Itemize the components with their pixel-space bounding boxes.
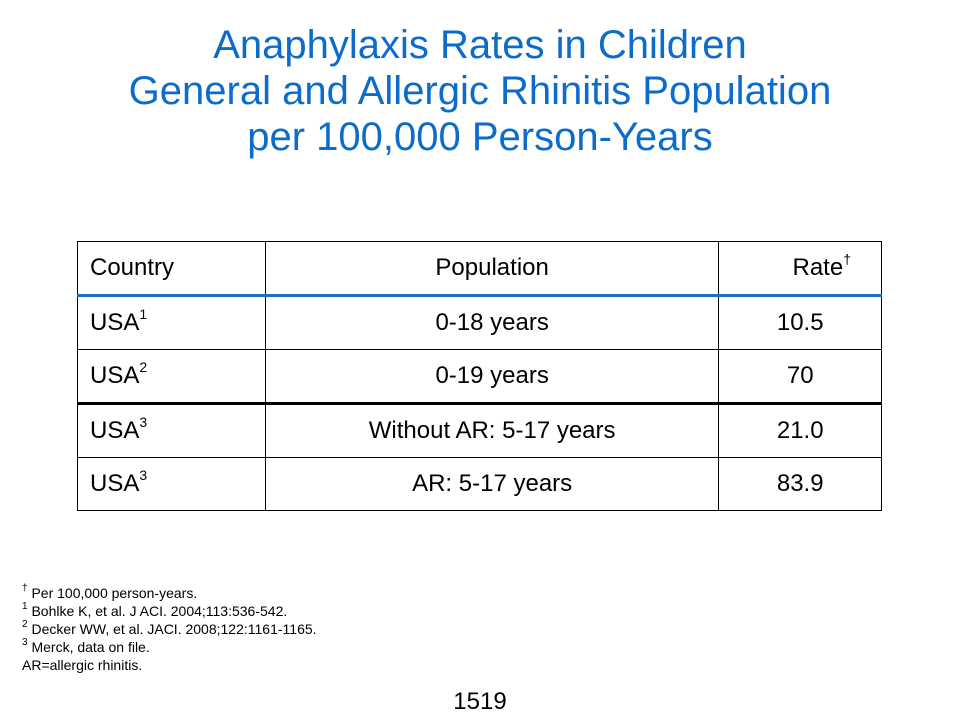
cell-population: AR: 5-17 years [264, 457, 720, 511]
reference-mark: 1 [139, 306, 148, 322]
title-line-3: per 100,000 Person-Years [247, 115, 713, 159]
footnote-text: Decker WW, et al. JACI. 2008;122:1161-11… [27, 621, 317, 637]
reference-mark: 3 [139, 467, 148, 483]
footnote: † Per 100,000 person-years. [22, 584, 317, 602]
slide-title: Anaphylaxis Rates in Children General an… [0, 22, 960, 160]
footnote: 1 Bohlke K, et al. J ACI. 2004;113:536-5… [22, 602, 317, 620]
cell-population: 0-18 years [264, 295, 720, 350]
cell-rate: 83.9 [718, 457, 882, 511]
reference-mark: 3 [139, 414, 148, 430]
table-header-row: Country Population Rate† [77, 241, 882, 297]
table-row: USA2 0-19 years 70 [77, 349, 882, 404]
country-name: USA [90, 417, 140, 444]
title-line-1: Anaphylaxis Rates in Children [213, 23, 747, 67]
footnote-text: Bohlke K, et al. J ACI. 2004;113:536-542… [27, 603, 288, 619]
title-line-2: General and Allergic Rhinitis Population [128, 69, 832, 113]
table-row: USA3 AR: 5-17 years 83.9 [77, 457, 882, 511]
slide-number: 1519 [453, 688, 507, 715]
footnote-text: Merck, data on file. [27, 639, 150, 655]
country-name: USA [90, 362, 140, 389]
cell-country: USA3 [77, 402, 266, 458]
cell-rate: 21.0 [718, 402, 882, 458]
header-population: Population [264, 241, 720, 297]
cell-population: Without AR: 5-17 years [264, 402, 720, 458]
country-name: USA [90, 470, 140, 497]
footnotes: † Per 100,000 person-years. 1 Bohlke K, … [22, 584, 317, 674]
footnote-mark: 1 [22, 601, 28, 613]
anaphylaxis-rates-table: Country Population Rate† USA1 0-18 years… [77, 241, 882, 511]
cell-population: 0-19 years [264, 349, 720, 404]
footnote: 2 Decker WW, et al. JACI. 2008;122:1161-… [22, 620, 317, 638]
header-country: Country [77, 241, 266, 297]
header-rate-label: Rate [792, 254, 844, 281]
footnote: AR=allergic rhinitis. [22, 656, 317, 674]
footnote-mark: 3 [22, 637, 28, 649]
footnote-text: Per 100,000 person-years. [27, 585, 198, 601]
footnote-text: AR=allergic rhinitis. [22, 657, 143, 673]
footnote-mark: † [22, 583, 28, 595]
header-rate: Rate† [718, 241, 882, 297]
cell-country: USA1 [77, 295, 266, 350]
dagger-mark: † [843, 251, 851, 267]
cell-country: USA2 [77, 349, 266, 404]
table-row: USA3 Without AR: 5-17 years 21.0 [77, 402, 882, 458]
footnote: 3 Merck, data on file. [22, 638, 317, 656]
reference-mark: 2 [139, 359, 148, 375]
cell-rate: 10.5 [718, 295, 882, 350]
cell-country: USA3 [77, 457, 266, 511]
table-row: USA1 0-18 years 10.5 [77, 295, 882, 350]
cell-rate: 70 [718, 349, 882, 404]
footnote-mark: 2 [22, 619, 28, 631]
country-name: USA [90, 309, 140, 336]
